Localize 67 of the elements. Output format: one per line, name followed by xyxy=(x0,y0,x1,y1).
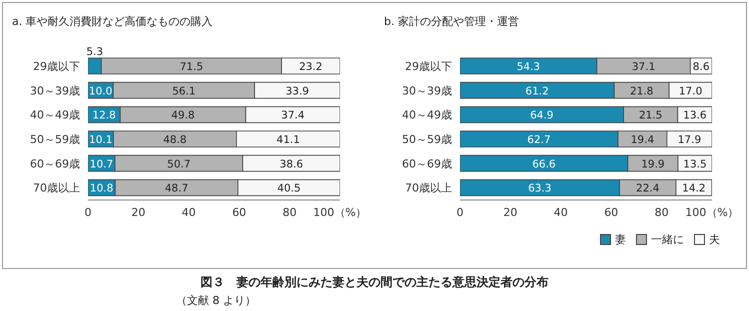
data-label: 17.0 xyxy=(678,85,702,98)
data-label: 41.1 xyxy=(276,134,300,146)
legend-label: 一緒に xyxy=(650,232,684,247)
data-label: 5.3 xyxy=(86,46,104,58)
data-label: 13.5 xyxy=(683,158,707,170)
data-label: 66.6 xyxy=(532,158,556,170)
data-label: 23.2 xyxy=(299,61,322,73)
data-label: 10.7 xyxy=(90,158,114,170)
chart-title: b. 家計の分配や管理・運営 xyxy=(384,14,519,29)
y-tick-label: 40～49歳 xyxy=(402,108,452,122)
y-tick-label: 60～69歳 xyxy=(402,157,452,170)
data-label: 19.9 xyxy=(641,158,665,170)
text: （文献 8 より） xyxy=(176,293,256,308)
data-label: 48.7 xyxy=(164,182,188,195)
data-label: 19.4 xyxy=(630,134,654,146)
data-label: 22.4 xyxy=(636,182,660,195)
data-label: 40.5 xyxy=(277,182,301,195)
data-label: 49.8 xyxy=(171,110,195,122)
data-label: 62.7 xyxy=(527,134,551,146)
data-label: 37.4 xyxy=(281,110,305,122)
y-tick-label: 30～39歳 xyxy=(402,84,452,98)
data-label: 61.2 xyxy=(525,85,549,98)
data-label: 38.6 xyxy=(280,158,304,170)
x-tick-label: 80 xyxy=(282,206,297,219)
y-tick-label: 40～49歳 xyxy=(30,108,80,122)
y-tick-label: 50～59歳 xyxy=(402,133,452,146)
data-label: 37.1 xyxy=(632,61,656,73)
data-label: 14.2 xyxy=(682,182,706,195)
x-tick-label: 100（%） xyxy=(313,206,367,219)
x-tick-label: 60 xyxy=(232,206,246,219)
y-tick-label: 50～59歳 xyxy=(30,133,80,146)
y-tick-label: 30～39歳 xyxy=(30,84,80,98)
data-label: 21.5 xyxy=(638,110,662,122)
legend-label: 夫 xyxy=(708,232,720,247)
y-tick-label: 60～69歳 xyxy=(30,157,80,170)
data-label: 21.8 xyxy=(630,85,654,98)
caption: 図３ 妻の年齢別にみた妻と夫の間での主たる意思決定者の分布 xyxy=(200,274,550,291)
y-tick-label: 29歳以下 xyxy=(33,60,80,74)
data-label: 10.0 xyxy=(88,85,112,98)
data-label: 71.5 xyxy=(180,61,204,73)
x-tick-label: 20 xyxy=(503,206,518,219)
legend-label: 妻 xyxy=(614,232,626,247)
data-label: 17.9 xyxy=(678,134,702,146)
x-tick-label: 60 xyxy=(604,206,618,219)
x-tick-label: 40 xyxy=(554,206,568,219)
x-tick-label: 0 xyxy=(456,206,464,219)
data-label: 33.9 xyxy=(286,85,309,98)
data-label: 13.6 xyxy=(683,110,707,122)
y-tick-label: 70歳以上 xyxy=(405,182,452,195)
data-label: 10.1 xyxy=(89,134,112,146)
data-label: 64.9 xyxy=(530,110,554,122)
data-label: 10.8 xyxy=(90,182,114,195)
x-tick-label: 40 xyxy=(182,206,196,219)
data-label: 50.7 xyxy=(167,158,191,170)
data-label: 63.3 xyxy=(528,182,552,195)
y-tick-label: 29歳以下 xyxy=(405,60,452,74)
data-label: 12.8 xyxy=(92,110,116,122)
data-label: 56.1 xyxy=(172,85,196,98)
x-tick-label: 80 xyxy=(654,206,669,219)
data-label: 8.6 xyxy=(692,61,710,73)
x-tick-label: 0 xyxy=(84,206,92,219)
x-tick-label: 100（%） xyxy=(685,206,739,219)
y-tick-label: 70歳以上 xyxy=(33,182,80,195)
data-label: 54.3 xyxy=(516,61,540,73)
chart-title: a. 車や耐久消費財など高価なものの購入 xyxy=(12,14,213,29)
x-tick-label: 20 xyxy=(131,206,146,219)
data-label: 48.8 xyxy=(163,134,187,146)
